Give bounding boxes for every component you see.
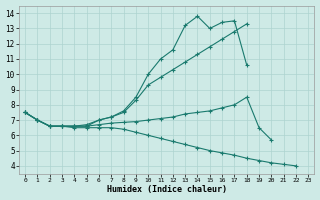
X-axis label: Humidex (Indice chaleur): Humidex (Indice chaleur): [107, 185, 227, 194]
